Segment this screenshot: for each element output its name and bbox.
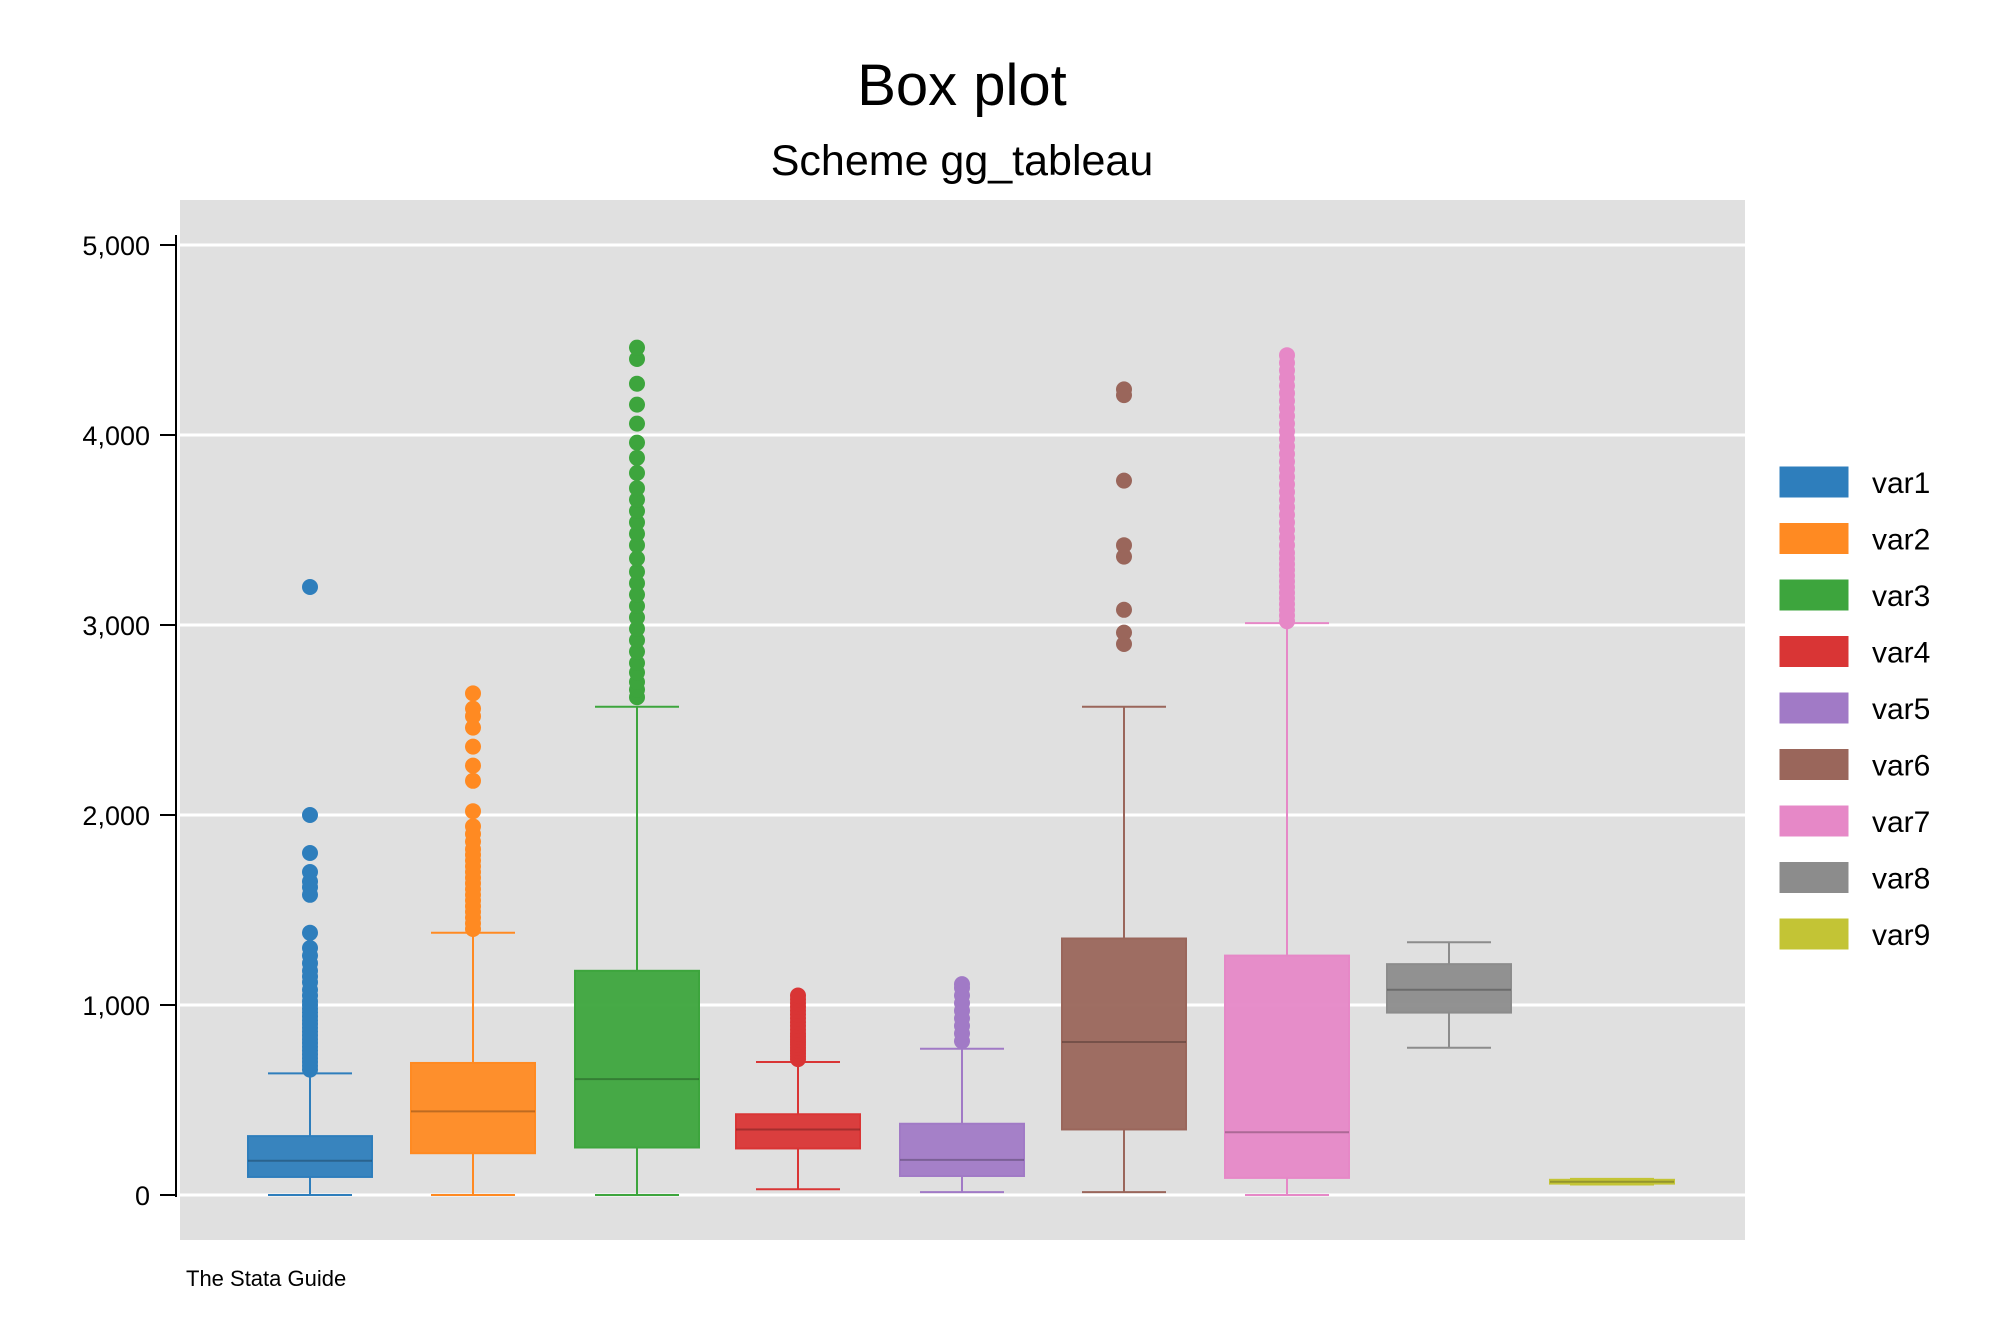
legend-label-var4: var4 (1872, 637, 1930, 670)
legend-swatch-var3 (1779, 579, 1849, 611)
var1-outlier (302, 924, 318, 941)
var3-outlier (629, 491, 645, 508)
var2-outlier (465, 700, 481, 717)
var3-outlier (629, 351, 645, 367)
y-tick-label-0: 0 (135, 1181, 150, 1211)
var3-outlier (629, 480, 645, 497)
var6-outlier (1116, 548, 1132, 565)
box-series (247, 339, 1675, 1196)
var3-outlier (629, 503, 645, 519)
var1-outlier (302, 864, 318, 880)
var6-box (1061, 937, 1187, 1131)
var3-outlier (629, 449, 645, 466)
legend-label-var7: var7 (1872, 806, 1930, 839)
var1-outlier (302, 845, 318, 861)
var3-outlier (629, 598, 645, 614)
var3-outlier (629, 655, 645, 671)
var6-outlier (1116, 472, 1132, 489)
var5-outlier (954, 976, 970, 993)
var7-outlier (1279, 347, 1295, 364)
box-var3 (574, 339, 700, 1196)
chart-subtitle: Scheme gg_tableau (771, 137, 1154, 185)
legend-label-var1: var1 (1872, 467, 1930, 500)
var3-box (574, 969, 700, 1149)
legend: var1 var2 var3 var4 var5 var6 var7 var8 var9 (1779, 466, 1930, 952)
box-var5 (899, 976, 1025, 1194)
y-tick-label-2000: 2,000 (82, 801, 150, 831)
box-var4 (735, 987, 861, 1191)
legend-label-var6: var6 (1872, 750, 1930, 783)
legend-swatch-var7 (1779, 805, 1849, 837)
legend-swatch-var6 (1779, 749, 1849, 780)
var3-outlier (629, 632, 645, 649)
var3-outlier (629, 375, 645, 392)
var6-outlier (1116, 537, 1132, 554)
box-var7 (1224, 347, 1350, 1196)
var2-outlier (465, 757, 481, 774)
var4-box (735, 1113, 861, 1150)
var3-outlier (629, 514, 645, 531)
var1-outlier (302, 940, 318, 956)
legend-label-var8: var8 (1872, 863, 1930, 896)
y-tick-label-3000: 3,000 (82, 611, 150, 641)
var6-outlier (1116, 601, 1132, 618)
var1-outlier (302, 807, 318, 823)
var2-outlier (465, 719, 481, 736)
var1-box (247, 1135, 373, 1178)
legend-swatch-var9 (1779, 918, 1849, 950)
legend-label-var5: var5 (1872, 693, 1930, 726)
y-axis: 0 1,000 2,000 3,000 4,000 5,000 (82, 231, 177, 1211)
var3-outlier (629, 434, 645, 451)
var6-outlier (1116, 381, 1132, 398)
var3-outlier (629, 620, 645, 637)
var1-outlier (302, 579, 318, 595)
legend-swatch-var5 (1779, 692, 1849, 724)
var6-outlier (1116, 636, 1132, 652)
var3-outlier (629, 609, 645, 626)
legend-label-var2: var2 (1872, 524, 1930, 557)
var2-outlier (465, 803, 481, 820)
var6-outlier (1116, 624, 1132, 641)
var3-outlier (629, 586, 645, 603)
var3-outlier (629, 396, 645, 413)
box-var1 (247, 579, 373, 1196)
legend-swatch-var1 (1779, 466, 1849, 498)
box-var6 (1061, 381, 1187, 1194)
box-var9 (1549, 1177, 1675, 1186)
y-tick-label-4000: 4,000 (82, 421, 150, 451)
chart-title: Box plot (857, 53, 1067, 118)
box-var2 (410, 685, 536, 1196)
var3-outlier (629, 643, 645, 660)
var5-box (899, 1122, 1025, 1177)
var7-box (1224, 954, 1350, 1179)
var3-outlier (629, 575, 645, 592)
var2-outlier (465, 685, 481, 702)
var2-box (410, 1061, 536, 1155)
var3-outlier (629, 550, 645, 567)
var2-outlier (465, 772, 481, 789)
var8-box (1386, 963, 1512, 1014)
var3-outlier (629, 525, 645, 542)
var4-outlier (790, 987, 806, 1004)
legend-swatch-var4 (1779, 636, 1849, 667)
var3-outlier (629, 415, 645, 432)
var9-box (1549, 1178, 1675, 1185)
var2-outlier (465, 738, 481, 755)
box-var8 (1386, 941, 1512, 1049)
var3-outlier (629, 339, 645, 356)
var3-outlier (629, 563, 645, 580)
legend-label-var3: var3 (1872, 580, 1930, 613)
chart-note: The Stata Guide (186, 1266, 346, 1291)
var3-outlier (629, 537, 645, 554)
var2-outlier (465, 818, 481, 835)
var3-outlier (629, 465, 645, 481)
legend-label-var9: var9 (1872, 919, 1930, 952)
y-tick-label-5000: 5,000 (82, 231, 150, 261)
legend-swatch-var8 (1779, 862, 1849, 893)
legend-swatch-var2 (1779, 523, 1849, 554)
y-tick-label-1000: 1,000 (82, 991, 150, 1021)
